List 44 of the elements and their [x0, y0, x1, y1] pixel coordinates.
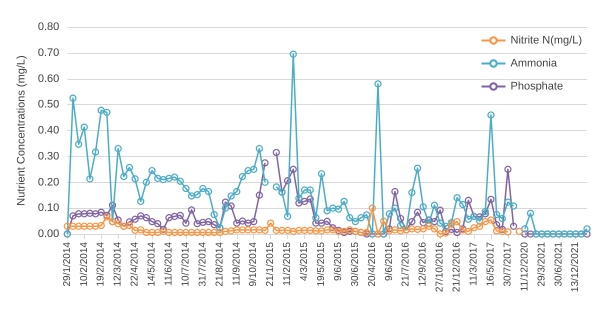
y-tick-label: 0.40	[38, 124, 60, 136]
x-tick-label: 21/7/2016	[400, 242, 412, 286]
y-tick-label: 0.50	[38, 98, 60, 111]
x-tick-label: 9/6/2016	[384, 242, 395, 281]
x-tick-label: 29/3/2021	[536, 242, 548, 286]
x-tick-label: 12/9/2016	[418, 242, 429, 286]
y-axis-title: Nutrient Concentrations (mg/L)	[16, 55, 28, 206]
x-tick-label: 20/4/2016	[366, 242, 378, 286]
x-tick-label: 9/6/2015	[332, 242, 344, 281]
x-tick-label: 21/1/2015	[265, 242, 276, 286]
y-tick-label: 0.30	[38, 150, 60, 162]
y-tick-label: 0.80	[38, 21, 60, 33]
y-tick-label: 0.10	[38, 202, 60, 214]
x-tick-label: 11/3/2017	[468, 242, 480, 286]
x-tick-label: 10/2/2014	[78, 242, 90, 286]
x-tick-label: 19/5/2015	[316, 242, 328, 286]
legend-label: Phosphate	[510, 80, 564, 92]
x-tick-label: 30/6/2015	[350, 242, 361, 286]
legend-label: Nitrite N(mg/L)	[510, 34, 582, 46]
x-tick-label: 27/10/2016	[434, 242, 446, 292]
x-tick-label: 16/5/2017	[485, 242, 496, 286]
x-tick-label: 14/5/2014	[146, 242, 158, 286]
x-tick-label: 9/10/2014	[248, 242, 260, 286]
x-tick-label: 21/8/2014	[214, 242, 226, 286]
y-tick-label: 0.60	[38, 72, 60, 85]
x-tick-label: 30/6/2021	[553, 242, 564, 286]
x-tick-label: 4/3/2015	[299, 242, 310, 281]
x-tick-label: 11/6/2014	[163, 242, 174, 286]
x-tick-label: 19/2/2014	[96, 242, 107, 286]
x-tick-label: 29/1/2014	[62, 242, 73, 286]
y-tick-label: 0.20	[38, 176, 60, 188]
y-tick-label: 0.70	[38, 46, 60, 59]
x-tick-label: 10/7/2014	[180, 242, 192, 286]
x-tick-label: 11/2/2015	[282, 242, 294, 286]
x-tick-label: 22/4/2014	[130, 242, 141, 286]
x-tick-label: 21/12/2016	[452, 242, 463, 292]
legend-label: Ammonia	[510, 58, 558, 70]
x-tick-label: 11/9/2014	[231, 242, 242, 286]
x-tick-label: 31/7/2014	[197, 242, 208, 286]
x-tick-label: 11/12/2020	[519, 242, 530, 292]
y-tick-label: 0.00	[38, 228, 60, 240]
x-tick-label: 13/12/2021	[570, 242, 582, 292]
x-tick-label: 30/7/2017	[502, 242, 514, 286]
x-tick-label: 12/3/2014	[112, 242, 124, 286]
